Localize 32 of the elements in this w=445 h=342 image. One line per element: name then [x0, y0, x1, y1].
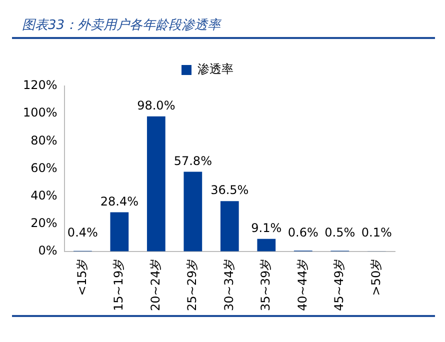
data-label: 0.1% — [361, 226, 392, 240]
x-tick-label: 35~39岁 — [258, 258, 273, 311]
x-tick-label: 40~44岁 — [295, 258, 310, 311]
y-tick-label: 0% — [38, 244, 58, 258]
data-label: 0.6% — [288, 226, 318, 240]
data-label: 0.5% — [324, 226, 356, 240]
data-label: 36.5% — [210, 183, 249, 198]
y-tick-label: 40% — [30, 188, 58, 202]
x-tick-label: <15岁 — [74, 258, 89, 296]
y-tick-label: 60% — [30, 160, 58, 175]
bar — [110, 212, 129, 252]
legend-label: 渗透率 — [198, 62, 234, 76]
x-tick-label: 30~34岁 — [222, 258, 236, 311]
data-label: 9.1% — [251, 220, 282, 235]
data-label: 98.0% — [137, 98, 176, 112]
bar — [184, 172, 202, 252]
bar — [220, 201, 239, 252]
bar — [146, 116, 166, 252]
y-tick-label: 100% — [22, 106, 58, 120]
x-tick-label: 20~24岁 — [148, 258, 162, 311]
bar — [257, 238, 276, 252]
chart-title: 图表33：外卖用户各年龄段渗透率 — [22, 17, 221, 34]
x-tick-label: 45~49岁 — [332, 258, 346, 311]
data-label: 28.4% — [100, 194, 138, 208]
y-tick-label: 120% — [22, 78, 58, 92]
y-tick-label: 80% — [30, 133, 58, 148]
data-label: 57.8% — [174, 154, 212, 168]
y-tick-label: 20% — [30, 216, 58, 230]
x-tick-label: 15~19岁 — [112, 258, 126, 311]
x-tick-label: >50岁 — [368, 258, 383, 296]
x-tick-label: 25~29岁 — [185, 258, 200, 311]
data-label: 0.4% — [67, 226, 98, 240]
